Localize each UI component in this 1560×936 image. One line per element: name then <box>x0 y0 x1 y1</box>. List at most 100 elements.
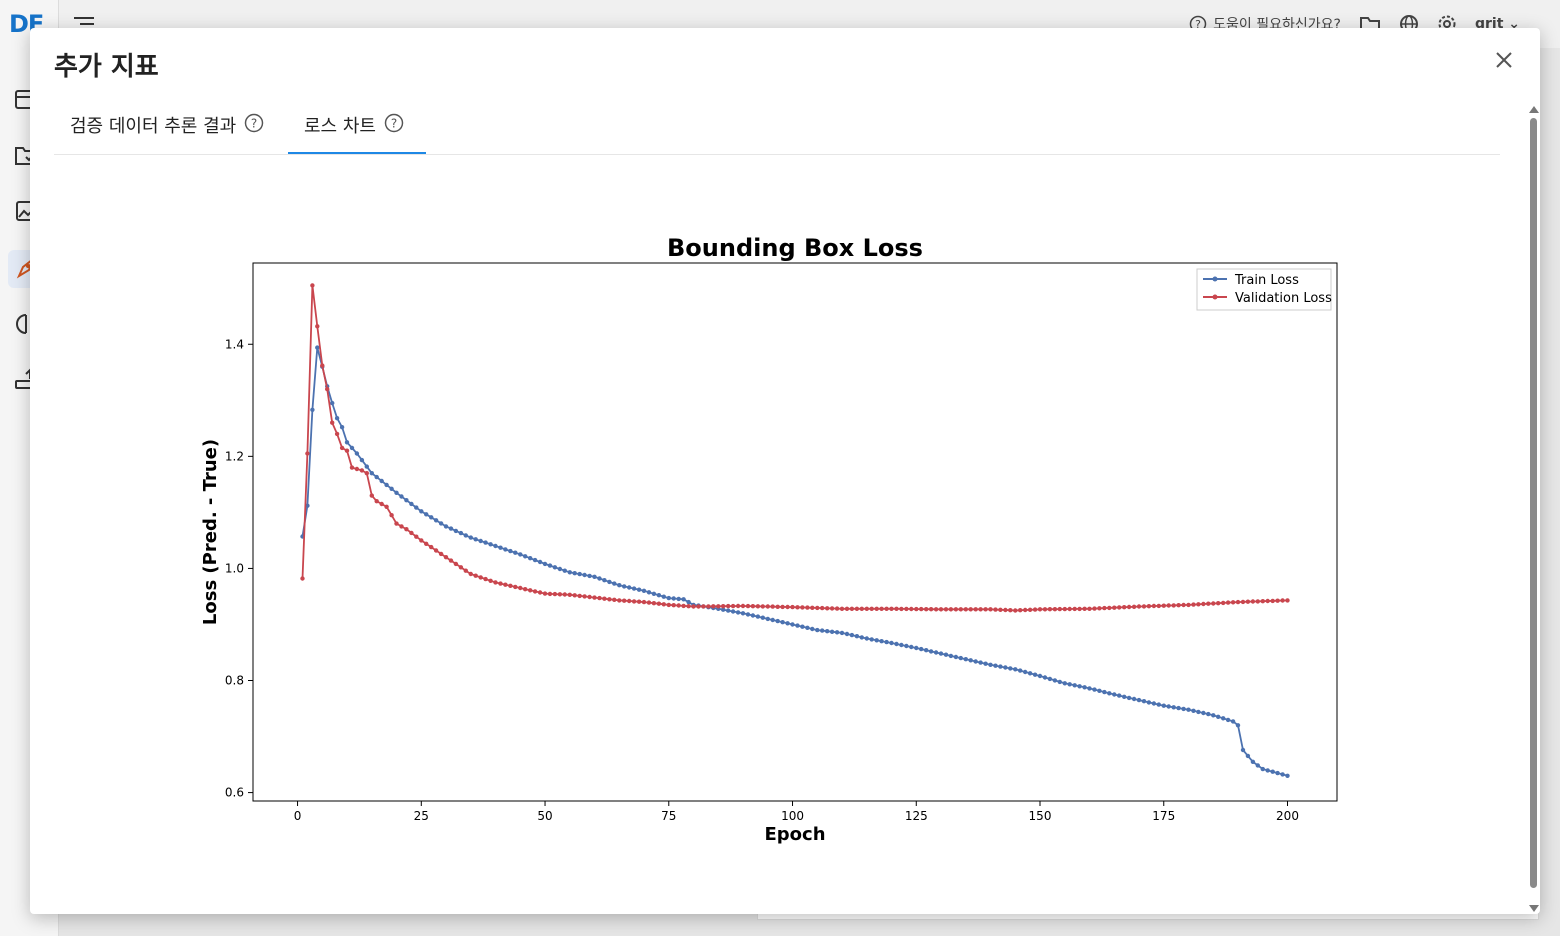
y-tick-label: 0.6 <box>225 786 244 800</box>
loss-chart: Bounding Box Loss Epoch Loss (Pred. - Tr… <box>200 234 1338 845</box>
train-loss-point <box>993 663 998 668</box>
tab-label: 로스 차트 <box>304 116 376 137</box>
validation-loss-point <box>993 607 998 612</box>
validation-loss-point <box>1240 599 1246 605</box>
validation-loss-point <box>359 468 365 473</box>
validation-loss-point <box>884 606 889 611</box>
train-loss-point <box>379 478 384 484</box>
validation-loss-point <box>443 555 449 560</box>
train-loss-point <box>453 528 459 534</box>
train-loss-point <box>1255 763 1261 768</box>
validation-loss-point <box>805 605 810 610</box>
validation-loss-point <box>1141 604 1147 609</box>
validation-loss-point <box>1042 607 1048 612</box>
validation-loss-point <box>310 283 315 288</box>
scroll-thumb[interactable] <box>1530 118 1537 888</box>
validation-loss-point <box>1077 606 1082 612</box>
train-loss-point <box>1146 700 1152 705</box>
validation-loss-point <box>1186 602 1191 608</box>
train-loss-point <box>943 652 949 657</box>
scroll-up-arrow[interactable] <box>1529 106 1539 113</box>
validation-loss-point <box>424 541 429 546</box>
validation-loss-point <box>904 606 909 612</box>
plot-frame <box>252 262 1338 802</box>
validation-loss-point <box>592 595 597 600</box>
validation-loss-point <box>958 607 963 612</box>
validation-loss-point <box>1270 598 1275 604</box>
validation-loss-point <box>914 606 919 612</box>
train-loss-point <box>750 613 756 618</box>
modal-scrollbar[interactable] <box>1528 106 1539 912</box>
train-loss-point <box>310 407 315 412</box>
validation-loss-point <box>745 603 751 609</box>
validation-loss-point <box>433 548 439 553</box>
validation-loss-point <box>438 551 444 557</box>
brain-icon[interactable] <box>13 311 39 337</box>
tab-validation-inference[interactable]: 검증 데이터 추론 결과 ? <box>54 112 288 154</box>
validation-loss-point <box>1072 606 1077 612</box>
train-loss-point <box>785 621 790 626</box>
validation-loss-point <box>612 597 617 602</box>
train-loss-point <box>330 400 335 406</box>
validation-loss-point <box>711 604 716 609</box>
train-loss-point <box>834 630 840 635</box>
validation-loss-point <box>750 604 756 609</box>
validation-loss-point <box>508 583 513 588</box>
train-loss-point <box>1181 706 1186 712</box>
train-loss-point <box>963 657 968 662</box>
validation-loss-point <box>384 504 389 509</box>
validation-loss-point <box>834 606 840 611</box>
train-loss-point <box>1087 686 1092 691</box>
question-icon[interactable]: ? <box>384 113 404 133</box>
train-loss-point <box>899 642 904 648</box>
train-loss-point <box>1107 691 1112 696</box>
scroll-down-arrow[interactable] <box>1529 905 1539 912</box>
tab-label: 검증 데이터 추론 결과 <box>70 116 237 137</box>
y-tick-label: 0.8 <box>225 674 244 688</box>
train-loss-point <box>1032 672 1038 677</box>
validation-loss-point <box>587 594 592 600</box>
validation-loss-point <box>1280 598 1285 603</box>
svg-text:?: ? <box>251 117 257 131</box>
validation-loss-point <box>909 606 914 612</box>
validation-loss-point <box>552 591 558 597</box>
validation-loss-point <box>1176 603 1181 608</box>
train-loss-point <box>483 540 488 545</box>
train-loss-point <box>1126 695 1132 701</box>
train-loss-point <box>666 595 671 601</box>
validation-loss-point <box>473 573 478 578</box>
train-loss-point <box>686 599 691 605</box>
validation-loss-point <box>1151 603 1157 609</box>
question-icon[interactable]: ? <box>244 113 264 133</box>
train-loss-point <box>503 547 508 552</box>
tab-loss-chart[interactable]: 로스 차트 ? <box>288 112 426 154</box>
validation-loss-point <box>513 584 518 590</box>
train-loss-point <box>547 563 553 568</box>
train-loss-point <box>433 518 439 523</box>
validation-loss-point <box>973 607 978 612</box>
train-loss-point <box>394 490 399 495</box>
y-tick-label: 1.2 <box>225 449 244 463</box>
train-loss-point <box>745 612 751 617</box>
train-loss-point <box>448 526 454 531</box>
legend-label-validation: Validation Loss <box>1235 291 1332 306</box>
validation-loss-point <box>1126 604 1132 610</box>
validation-loss-point <box>1225 600 1231 605</box>
train-loss-point <box>948 653 954 659</box>
validation-loss-point <box>676 603 681 608</box>
validation-loss-point <box>493 580 498 585</box>
validation-loss-point <box>518 585 523 591</box>
train-loss-point <box>770 617 775 623</box>
train-loss-point <box>542 561 548 567</box>
validation-loss-point <box>933 607 939 612</box>
validation-loss-point <box>1023 607 1028 613</box>
validation-loss-point <box>641 599 647 605</box>
validation-loss-point <box>429 544 434 550</box>
train-loss-point <box>1240 747 1246 753</box>
train-loss-point <box>1196 709 1201 715</box>
validation-loss-point <box>448 558 454 563</box>
validation-loss-point <box>928 607 934 612</box>
close-icon[interactable] <box>1494 50 1514 70</box>
validation-loss-point <box>1122 605 1127 610</box>
validation-loss-point <box>968 607 973 612</box>
